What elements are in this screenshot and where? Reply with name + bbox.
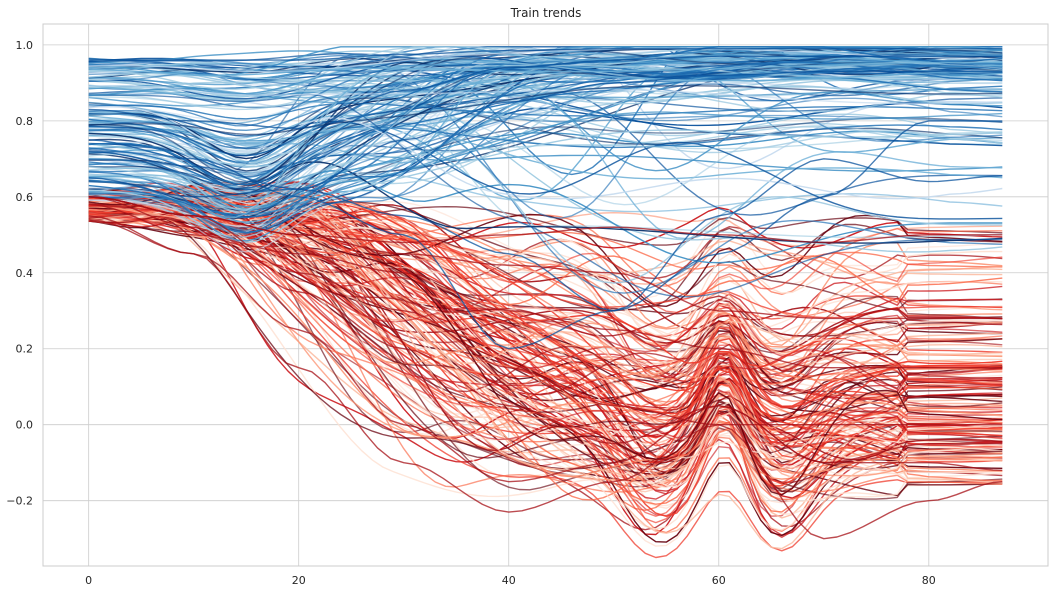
y-tick-label: 0.4 (16, 267, 34, 280)
y-tick-label: 1.0 (16, 39, 34, 52)
series-line (88, 113, 1003, 220)
series-line (88, 214, 1003, 478)
series-line (88, 91, 1003, 216)
series-line (88, 213, 1003, 412)
series-line (88, 212, 1003, 336)
series-line (88, 46, 1003, 127)
series-line (88, 59, 1003, 235)
tick-label-layer: 0 20 40 60 80 −0.2 0.0 0.2 0.4 0.6 0.8 1.0 (6, 39, 936, 587)
series-line (88, 196, 1003, 471)
x-tick-label: 0 (85, 574, 92, 587)
series-line (88, 199, 1003, 502)
series-line (88, 46, 1003, 76)
series-line (88, 57, 1003, 147)
series-line (88, 218, 1003, 540)
y-tick-label: 0.8 (16, 115, 34, 128)
series-line (88, 197, 1003, 454)
series-line (88, 112, 1003, 163)
y-tick-label: 0.0 (16, 419, 34, 432)
series-line (88, 193, 1003, 432)
series-line (88, 185, 1003, 368)
x-tick-label: 60 (712, 574, 726, 587)
series-line (88, 85, 1003, 105)
plot-frame (42, 23, 1049, 567)
series-line (88, 70, 1003, 198)
series-line (88, 55, 1003, 130)
series-line (88, 48, 1003, 61)
series-line (88, 215, 1003, 483)
chart-title: Train trends (510, 6, 582, 20)
series-line (88, 68, 1003, 219)
series-line (88, 102, 1003, 120)
series-line (88, 67, 1003, 82)
x-tick-label: 80 (922, 574, 936, 587)
series-line (88, 46, 1003, 104)
series-line (88, 61, 1003, 218)
series-line (88, 203, 1003, 369)
series-line (88, 106, 1003, 200)
series-line (88, 139, 1003, 350)
series-line (88, 209, 1003, 481)
series-line (88, 203, 1003, 381)
series-line (88, 85, 1003, 136)
series-line (88, 47, 1003, 73)
series-line (88, 200, 1003, 375)
series-line (88, 93, 1003, 298)
series-line (88, 202, 1003, 517)
series-line (88, 99, 1003, 240)
series-line (88, 130, 1003, 210)
series-layer (88, 46, 1003, 559)
y-tick-label: −0.2 (6, 495, 33, 508)
series-line (88, 196, 1003, 244)
x-tick-label: 40 (502, 574, 516, 587)
series-line (88, 114, 1003, 180)
series-line (88, 192, 1003, 489)
y-tick-label: 0.6 (16, 191, 34, 204)
series-line (88, 130, 1003, 210)
series-line (88, 87, 1003, 239)
y-tick-label: 0.2 (16, 343, 34, 356)
x-tick-label: 20 (292, 574, 306, 587)
series-line (88, 57, 1003, 223)
